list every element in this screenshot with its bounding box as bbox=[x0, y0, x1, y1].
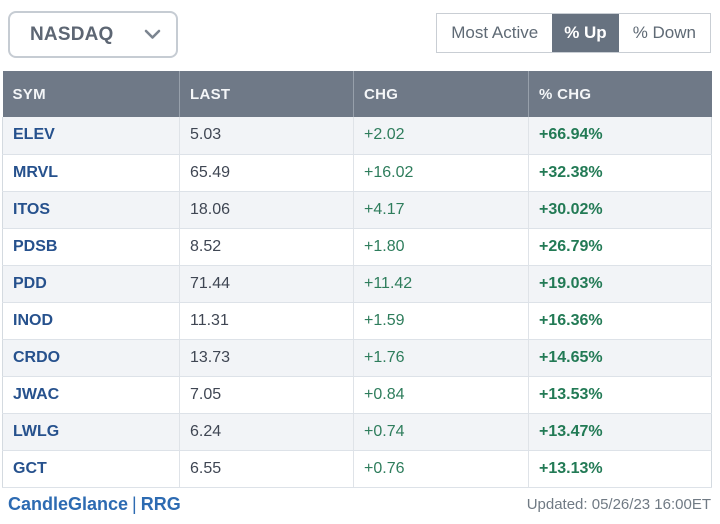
last-price-cell: 7.05 bbox=[179, 376, 354, 414]
footer-link-separator: | bbox=[132, 494, 137, 514]
quotes-table: SYM LAST CHG % CHG ELEV 5.03 +2.02 +66.9… bbox=[2, 71, 712, 488]
table-row: PDSB 8.52 +1.80 +26.79% bbox=[2, 228, 712, 266]
percent-change-cell: +13.13% bbox=[528, 450, 712, 488]
symbol-link[interactable]: PDSB bbox=[13, 237, 58, 255]
symbol-link[interactable]: JWAC bbox=[13, 385, 60, 403]
rrg-link[interactable]: RRG bbox=[140, 494, 181, 514]
change-cell: +1.59 bbox=[353, 302, 529, 340]
table-row: JWAC 7.05 +0.84 +13.53% bbox=[2, 376, 712, 414]
change-cell: +1.80 bbox=[353, 228, 529, 266]
table-row: INOD 11.31 +1.59 +16.36% bbox=[2, 302, 712, 340]
column-header-chg: CHG bbox=[353, 71, 529, 117]
last-price-cell: 71.44 bbox=[179, 265, 354, 303]
symbol-link[interactable]: INOD bbox=[13, 311, 53, 329]
last-price-cell: 11.31 bbox=[179, 302, 354, 340]
column-header-sym: SYM bbox=[2, 71, 180, 117]
last-price-cell: 6.55 bbox=[179, 450, 354, 488]
percent-change-cell: +32.38% bbox=[528, 154, 712, 192]
change-cell: +1.76 bbox=[353, 339, 529, 377]
symbol-link[interactable]: CRDO bbox=[13, 348, 61, 366]
change-cell: +4.17 bbox=[353, 191, 529, 229]
percent-change-cell: +16.36% bbox=[528, 302, 712, 340]
percent-change-cell: +13.53% bbox=[528, 376, 712, 414]
footer-links: CandleGlance | RRG bbox=[8, 494, 181, 515]
percent-change-cell: +19.03% bbox=[528, 265, 712, 303]
table-row: LWLG 6.24 +0.74 +13.47% bbox=[2, 413, 712, 451]
last-price-cell: 13.73 bbox=[179, 339, 354, 377]
last-price-cell: 65.49 bbox=[179, 154, 354, 192]
table-header-row: SYM LAST CHG % CHG bbox=[2, 71, 712, 117]
percent-change-cell: +13.47% bbox=[528, 413, 712, 451]
chevron-down-icon bbox=[144, 29, 161, 40]
exchange-dropdown-value: NASDAQ bbox=[30, 23, 114, 45]
symbol-cell: LWLG bbox=[2, 413, 180, 451]
table-row: CRDO 13.73 +1.76 +14.65% bbox=[2, 339, 712, 377]
table-row: GCT 6.55 +0.76 +13.13% bbox=[2, 450, 712, 488]
symbol-link[interactable]: ITOS bbox=[13, 200, 51, 218]
symbol-cell: INOD bbox=[2, 302, 180, 340]
symbol-link[interactable]: MRVL bbox=[13, 163, 59, 181]
symbol-link[interactable]: GCT bbox=[13, 459, 47, 477]
change-cell: +2.02 bbox=[353, 117, 529, 155]
tab-percent-down[interactable]: % Down bbox=[618, 14, 710, 52]
updated-timestamp: Updated: 05/26/23 16:00ET bbox=[526, 496, 711, 513]
column-header-last: LAST bbox=[179, 71, 354, 117]
candleglance-link[interactable]: CandleGlance bbox=[8, 494, 129, 514]
last-price-cell: 6.24 bbox=[179, 413, 354, 451]
footer: CandleGlance | RRG Updated: 05/26/23 16:00… bbox=[0, 494, 720, 515]
symbol-cell: MRVL bbox=[2, 154, 180, 192]
symbol-cell: JWAC bbox=[2, 376, 180, 414]
symbol-cell: ITOS bbox=[2, 191, 180, 229]
table-row: PDD 71.44 +11.42 +19.03% bbox=[2, 265, 712, 303]
change-cell: +11.42 bbox=[353, 265, 529, 303]
change-cell: +0.76 bbox=[353, 450, 529, 488]
symbol-link[interactable]: LWLG bbox=[13, 422, 60, 440]
table-row: ITOS 18.06 +4.17 +30.02% bbox=[2, 191, 712, 229]
view-tabs: Most Active % Up % Down bbox=[436, 13, 711, 53]
symbol-link[interactable]: PDD bbox=[13, 274, 47, 292]
percent-change-cell: +26.79% bbox=[528, 228, 712, 266]
last-price-cell: 5.03 bbox=[179, 117, 354, 155]
table-row: MRVL 65.49 +16.02 +32.38% bbox=[2, 154, 712, 192]
tab-most-active[interactable]: Most Active bbox=[437, 14, 553, 52]
symbol-cell: ELEV bbox=[2, 117, 180, 155]
change-cell: +16.02 bbox=[353, 154, 529, 192]
symbol-cell: PDSB bbox=[2, 228, 180, 266]
percent-change-cell: +14.65% bbox=[528, 339, 712, 377]
table-row: ELEV 5.03 +2.02 +66.94% bbox=[2, 117, 712, 155]
tab-percent-up[interactable]: % Up bbox=[552, 14, 619, 52]
symbol-cell: GCT bbox=[2, 450, 180, 488]
symbol-link[interactable]: ELEV bbox=[13, 126, 55, 144]
column-header-pct-chg: % CHG bbox=[528, 71, 712, 117]
last-price-cell: 8.52 bbox=[179, 228, 354, 266]
change-cell: +0.74 bbox=[353, 413, 529, 451]
percent-change-cell: +66.94% bbox=[528, 117, 712, 155]
percent-change-cell: +30.02% bbox=[528, 191, 712, 229]
symbol-cell: PDD bbox=[2, 265, 180, 303]
change-cell: +0.84 bbox=[353, 376, 529, 414]
last-price-cell: 18.06 bbox=[179, 191, 354, 229]
symbol-cell: CRDO bbox=[2, 339, 180, 377]
exchange-dropdown[interactable]: NASDAQ bbox=[8, 11, 178, 58]
